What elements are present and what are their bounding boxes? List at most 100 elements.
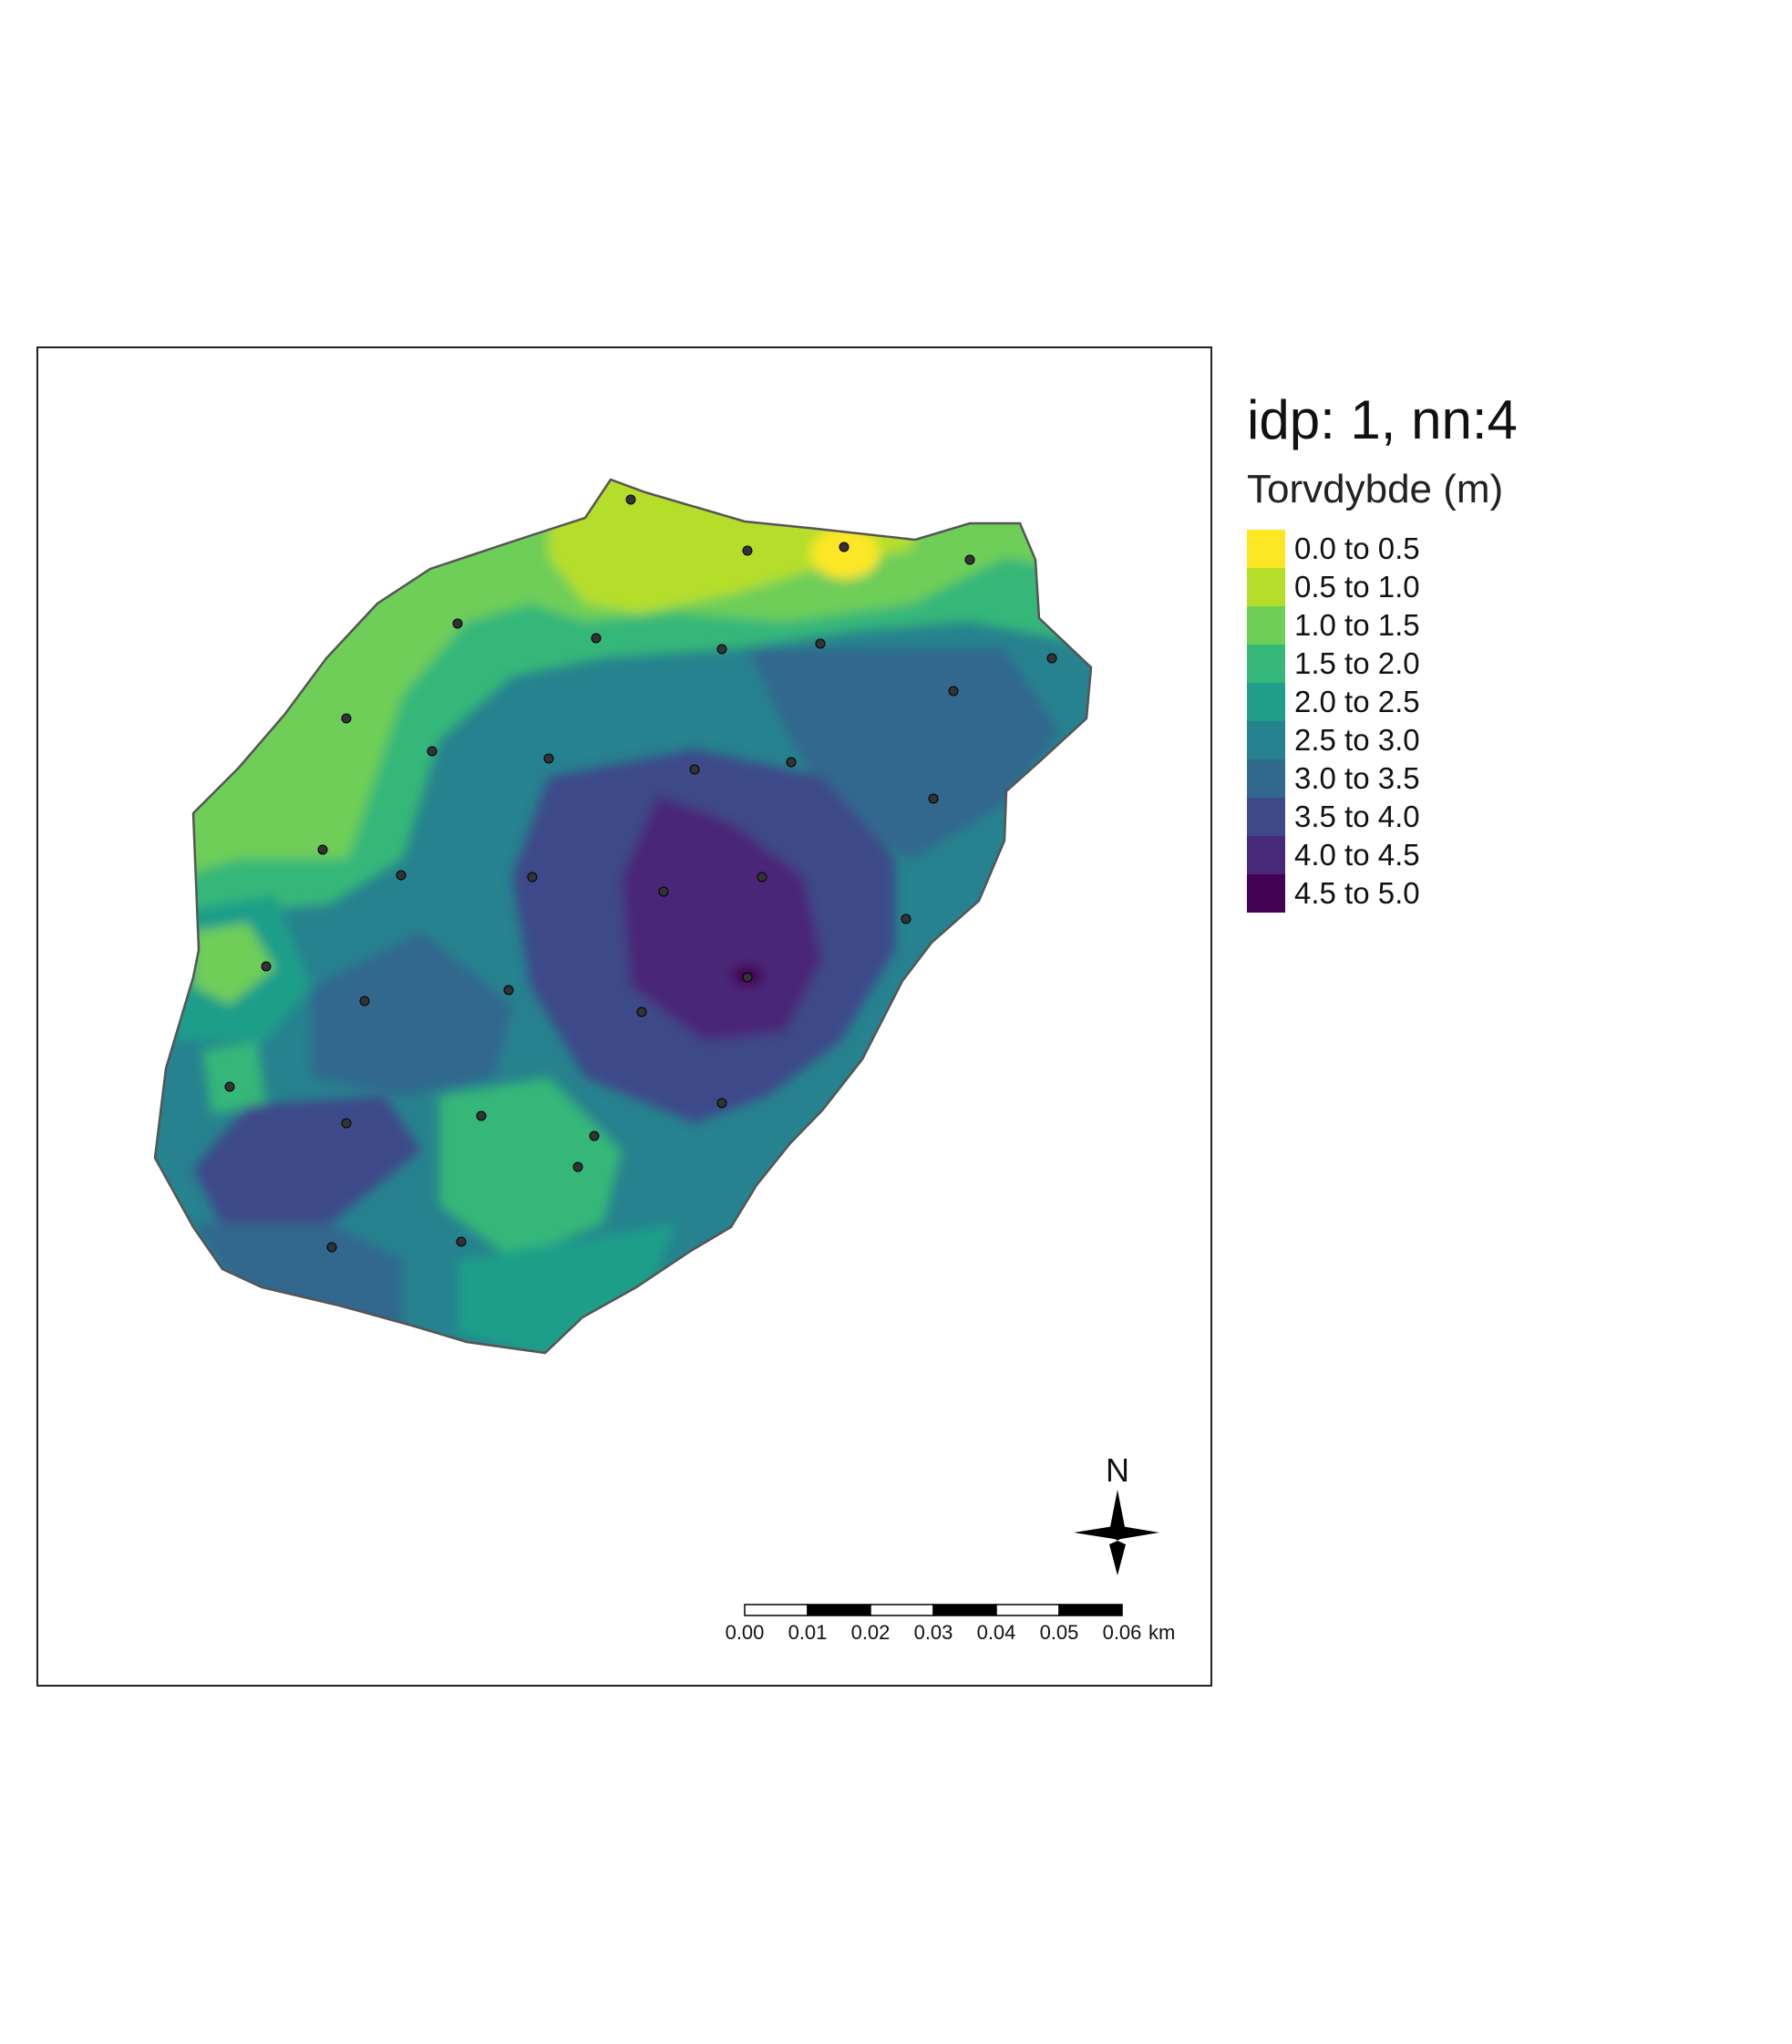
sample-point	[964, 554, 975, 565]
sample-point	[396, 870, 407, 881]
map-title: idp: 1, nn:4	[1247, 389, 1518, 450]
legend-item: 3.5 to 4.0	[1247, 798, 1518, 836]
raster-zone-4p0	[622, 795, 822, 1041]
legend-swatch	[1247, 759, 1285, 798]
sample-point	[456, 1236, 467, 1247]
sample-point	[901, 914, 911, 924]
sample-point	[786, 757, 797, 768]
scale-tick-label: 0.00	[726, 1621, 765, 1644]
sample-point	[625, 494, 636, 505]
legend-label: 1.0 to 1.5	[1294, 608, 1420, 642]
raster-zone-1p0-west	[193, 923, 275, 1005]
raster-zone-1p5-sw	[202, 1041, 266, 1114]
scale-unit-label: km	[1148, 1621, 1175, 1644]
sample-points	[224, 494, 1057, 1253]
peatland-boundary	[153, 478, 1093, 1355]
legend-label: 4.5 to 5.0	[1294, 876, 1420, 910]
sample-point	[1046, 653, 1057, 664]
sample-point	[636, 1007, 647, 1017]
legend-label: 3.5 to 4.0	[1294, 800, 1420, 833]
raster-zone-3p5-sw	[193, 1096, 421, 1223]
scale-segment	[807, 1604, 871, 1616]
legend-item: 1.5 to 2.0	[1247, 645, 1518, 683]
sample-point	[452, 618, 463, 629]
scale-tick-label: 0.06	[1103, 1621, 1142, 1644]
sample-point	[476, 1110, 487, 1121]
legend-item: 0.5 to 1.0	[1247, 568, 1518, 606]
sample-point	[326, 1242, 337, 1253]
legend-label: 4.0 to 4.5	[1294, 838, 1420, 872]
legend-swatch	[1247, 798, 1285, 836]
legend-swatch	[1247, 683, 1285, 721]
sample-point	[757, 872, 767, 883]
raster-zone-2p0-south	[458, 1223, 676, 1353]
scale-tick-label: 0.03	[914, 1621, 953, 1644]
sample-point	[658, 886, 669, 897]
scale-segment	[870, 1604, 934, 1616]
sample-point	[589, 1130, 600, 1141]
legend-swatch	[1247, 606, 1285, 645]
scale-tick-label: 0.05	[1040, 1621, 1079, 1644]
sample-point	[427, 746, 438, 757]
legend-label: 0.0 to 0.5	[1294, 532, 1420, 565]
scale-tick-label: 0.01	[788, 1621, 828, 1644]
sample-point	[716, 644, 727, 655]
map-canvas: N 0.00 0.01 0.02 0.03 0.04 0.05 0.06 km	[153, 478, 1175, 1644]
scale-segment	[1058, 1604, 1123, 1616]
north-arrow-center	[1110, 1525, 1125, 1540]
sample-point	[839, 542, 850, 552]
legend-swatch	[1247, 568, 1285, 606]
sample-point	[815, 638, 826, 649]
north-arrow-east	[1117, 1526, 1159, 1539]
scale-tick-label: 0.04	[977, 1621, 1016, 1644]
sample-point	[317, 844, 328, 855]
sample-point	[572, 1161, 583, 1172]
north-arrow-label: N	[1106, 1451, 1129, 1489]
sample-point	[543, 753, 554, 764]
legend-item: 0.0 to 0.5	[1247, 530, 1518, 568]
legend-label: 2.5 to 3.0	[1294, 723, 1420, 757]
sample-point	[742, 972, 753, 983]
sample-point	[948, 686, 959, 697]
scale-bar: 0.00 0.01 0.02 0.03 0.04 0.05 0.06 km	[726, 1604, 1175, 1644]
sample-point	[224, 1081, 235, 1092]
north-arrow-west	[1074, 1526, 1117, 1539]
map-panel: N 0.00 0.01 0.02 0.03 0.04 0.05 0.06 km	[36, 346, 1212, 1687]
legend-swatch	[1247, 721, 1285, 759]
sample-point	[341, 713, 352, 724]
raster-zone-0p0	[810, 528, 880, 579]
legend-item: 1.0 to 1.5	[1247, 606, 1518, 645]
raster-zone-3p0-east	[749, 649, 1059, 859]
raster-zone-1p5-south	[439, 1078, 622, 1260]
sample-point	[359, 996, 370, 1007]
legend-swatch	[1247, 645, 1285, 683]
legend-label: 3.0 to 3.5	[1294, 761, 1420, 795]
scale-segment	[995, 1604, 1060, 1616]
sample-point	[742, 545, 753, 556]
scale-segment	[932, 1604, 997, 1616]
sample-point	[341, 1118, 352, 1129]
legend-label: 0.5 to 1.0	[1294, 570, 1420, 604]
raster-zone-3p0-west	[312, 932, 512, 1096]
sample-point	[716, 1098, 727, 1109]
legend-swatch	[1247, 530, 1285, 568]
legend-item: 4.0 to 4.5	[1247, 836, 1518, 874]
scale-segment	[744, 1604, 808, 1616]
legend-item: 4.5 to 5.0	[1247, 874, 1518, 913]
sample-point	[527, 872, 538, 883]
sample-point	[503, 985, 514, 996]
legend-title: Torvdybde (m)	[1247, 467, 1504, 511]
sample-point	[928, 793, 939, 804]
legend-item: 2.0 to 2.5	[1247, 683, 1518, 721]
legend-item: 2.5 to 3.0	[1247, 721, 1518, 759]
legend-label: 2.0 to 2.5	[1294, 685, 1420, 718]
scale-tick-label: 0.02	[851, 1621, 891, 1644]
legend-label: 1.5 to 2.0	[1294, 646, 1420, 680]
legend-item: 3.0 to 3.5	[1247, 759, 1518, 798]
legend-swatch	[1247, 874, 1285, 913]
sample-point	[591, 633, 602, 644]
sample-point	[689, 764, 700, 775]
legend: idp: 1, nn:4 Torvdybde (m) 0.0 to 0.5 0.…	[1247, 387, 1518, 913]
north-arrow-south	[1109, 1541, 1126, 1575]
north-arrow: N	[1074, 1451, 1159, 1575]
